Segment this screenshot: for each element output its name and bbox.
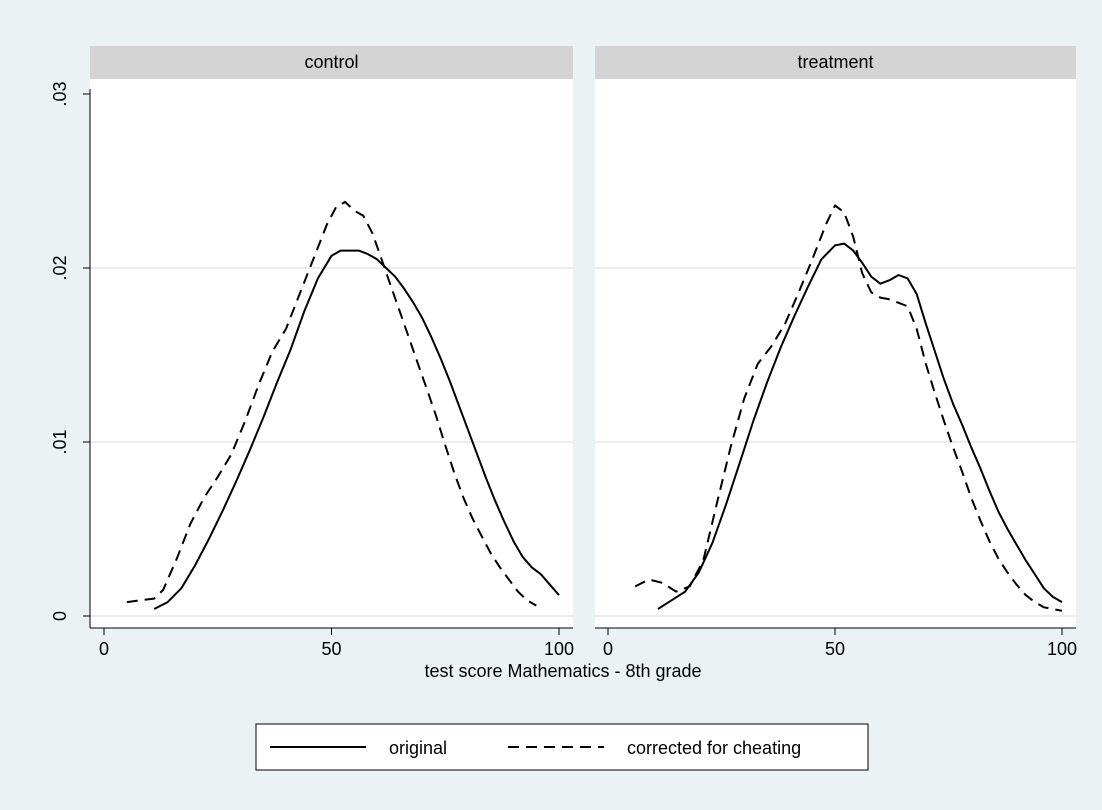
- x-tick-label-1-2: 100: [1047, 639, 1077, 659]
- legend: original corrected for cheating: [255, 723, 869, 771]
- plot-area-0: [90, 79, 573, 628]
- y-tick-label-2: .02: [50, 255, 70, 280]
- legend-label-corrected: corrected for cheating: [627, 738, 801, 758]
- panel-title-1: treatment: [797, 52, 873, 72]
- x-tick-label-0-1: 50: [321, 639, 341, 659]
- legend-label-original: original: [389, 738, 447, 758]
- series-original-treatment: [657, 242, 1063, 610]
- series-corrected-control: [126, 200, 537, 607]
- x-tick-label-1-0: 0: [603, 639, 613, 659]
- panel-control: control 0 50 100: [90, 46, 574, 659]
- series-original-control: [153, 249, 560, 610]
- x-tick-label-0-0: 0: [99, 639, 109, 659]
- panels: control 0 50 100 treatment 0 50 100: [90, 46, 1077, 659]
- y-tick-label-0: 0: [50, 611, 70, 621]
- panel-title-0: control: [304, 52, 358, 72]
- x-tick-label-0-2: 100: [544, 639, 574, 659]
- y-axis: 0 .01 .02 .03: [50, 81, 91, 628]
- plot-area-1: [595, 79, 1076, 628]
- x-tick-label-1-1: 50: [825, 639, 845, 659]
- x-axis-title: test score Mathematics - 8th grade: [424, 661, 701, 681]
- panel-header-0: [90, 46, 573, 79]
- series-corrected-treatment: [634, 204, 1063, 612]
- panel-header-1: [595, 46, 1076, 79]
- panel-treatment: treatment 0 50 100: [595, 46, 1077, 659]
- y-tick-label-1: .01: [50, 429, 70, 454]
- y-tick-label-3: .03: [50, 81, 70, 106]
